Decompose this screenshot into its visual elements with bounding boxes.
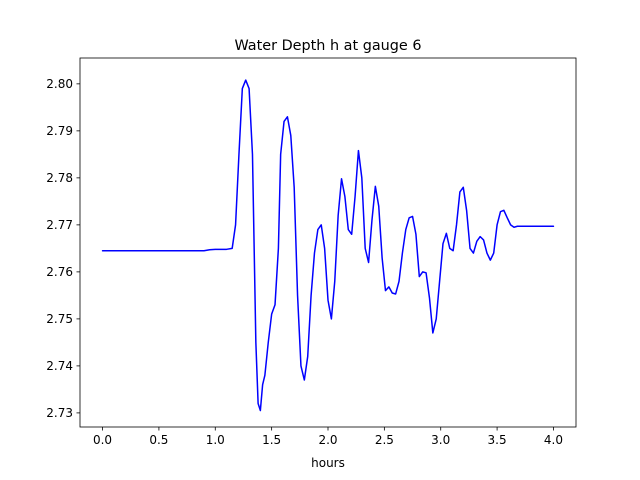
chart-title: Water Depth h at gauge 6 <box>234 38 421 54</box>
y-tick-label: 2.73 <box>46 406 73 420</box>
y-tick-label: 2.76 <box>46 265 73 279</box>
y-tick-label: 2.78 <box>46 171 73 185</box>
axes: 0.0 0.5 1.0 1.5 2.0 2.5 3.0 3.5 4.0 2.73 2.74 2.75 2… <box>46 57 577 447</box>
x-tick-label: 1.0 <box>206 433 225 447</box>
x-tick-label: 3.5 <box>488 433 507 447</box>
x-tick-label: 4.0 <box>544 433 563 447</box>
y-tick-label: 2.74 <box>46 359 73 373</box>
y-tick-label: 2.75 <box>46 312 73 326</box>
x-tick-label: 2.0 <box>318 433 337 447</box>
y-tick-label: 2.77 <box>46 218 73 232</box>
x-tick-label: 1.5 <box>262 433 281 447</box>
x-tick-label: 0.0 <box>93 433 112 447</box>
y-tick-label: 2.79 <box>46 124 73 138</box>
x-tick-label: 0.5 <box>149 433 168 447</box>
x-axis-title: hours <box>311 456 345 470</box>
x-tick-label: 3.0 <box>431 433 450 447</box>
plot-area <box>101 79 555 412</box>
series-line-1 <box>101 79 555 412</box>
y-tick-label: 2.80 <box>46 77 73 91</box>
x-tick-label: 2.5 <box>375 433 394 447</box>
